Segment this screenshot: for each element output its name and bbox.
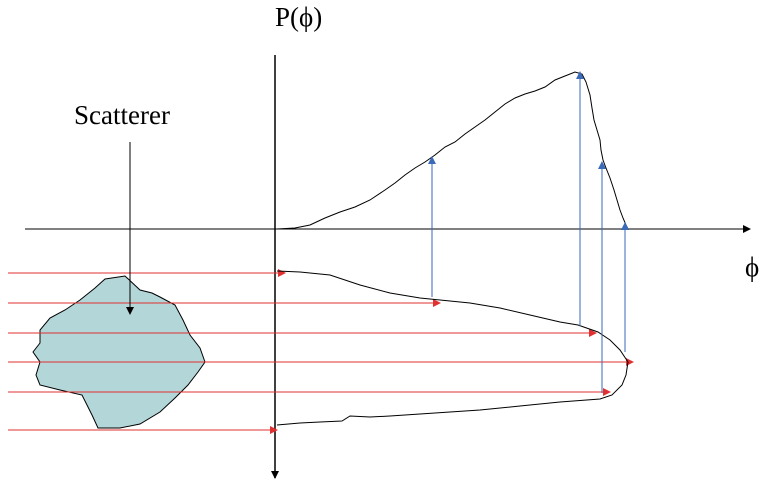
phi-axis-label: ϕ: [745, 252, 760, 282]
phase-profile-curve: [276, 270, 629, 426]
probability-axis-label: P(ϕ): [275, 2, 323, 32]
incident-rays: [8, 269, 634, 434]
scatterer-shape: [32, 275, 206, 429]
projection-arrows: [428, 71, 629, 393]
probability-curve: [276, 71, 629, 230]
scatterer-label: Scatterer: [74, 100, 170, 130]
